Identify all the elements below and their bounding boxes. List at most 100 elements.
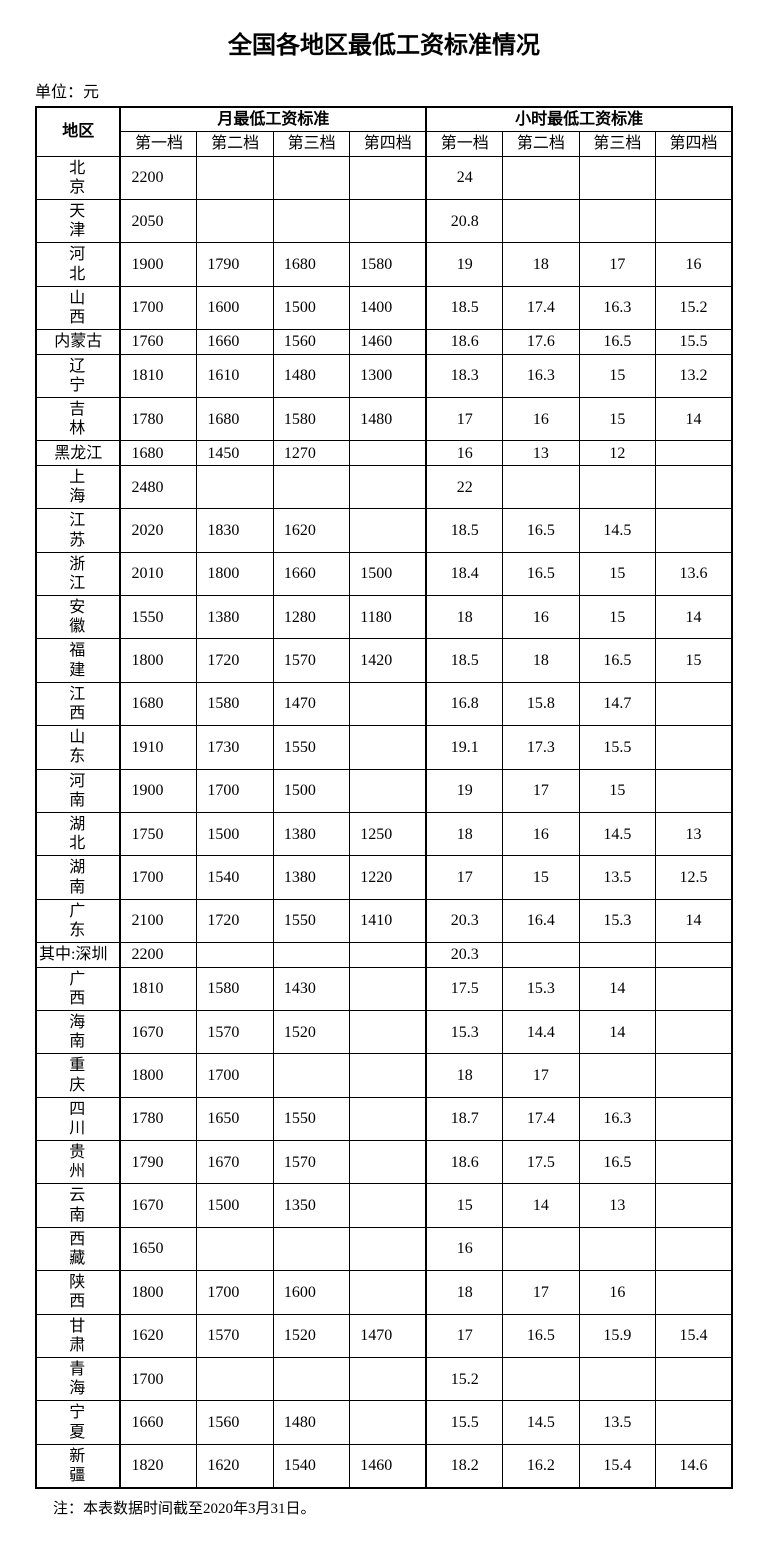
monthly-cell: 1470: [350, 1314, 426, 1357]
hourly-cell: 14.5: [579, 509, 655, 552]
monthly-cell: 1790: [120, 1141, 196, 1184]
hourly-cell: 15.3: [503, 967, 579, 1010]
hourly-cell: 18.7: [426, 1097, 502, 1140]
monthly-cell: 1580: [350, 243, 426, 286]
hourly-cell: 17: [426, 856, 502, 899]
monthly-cell: [197, 156, 273, 199]
hourly-cell: [656, 1054, 732, 1097]
hourly-cell: 18.4: [426, 552, 502, 595]
hourly-cell: 17: [426, 398, 502, 441]
monthly-cell: 1400: [350, 286, 426, 329]
hourly-cell: [503, 156, 579, 199]
monthly-cell: [350, 1184, 426, 1227]
monthly-cell: 1300: [350, 354, 426, 397]
hourly-cell: 15: [579, 354, 655, 397]
table-row: 广西18101580143017.515.314: [36, 967, 732, 1010]
hourly-cell: [656, 509, 732, 552]
region-cell: 河南: [36, 769, 120, 812]
monthly-cell: 1570: [197, 1314, 273, 1357]
monthly-cell: 1790: [197, 243, 273, 286]
table-row: 新疆182016201540146018.216.215.414.6: [36, 1444, 732, 1488]
table-row: 河北190017901680158019181716: [36, 243, 732, 286]
monthly-cell: 1380: [273, 856, 349, 899]
region-cell: 黑龙江: [36, 441, 120, 466]
table-row: 福建180017201570142018.51816.515: [36, 639, 732, 682]
monthly-cell: 1560: [197, 1401, 273, 1444]
hourly-cell: [656, 1401, 732, 1444]
hourly-cell: [579, 1357, 655, 1400]
monthly-cell: 1580: [273, 398, 349, 441]
hourly-cell: [656, 465, 732, 508]
hourly-cell: 18: [426, 596, 502, 639]
hourly-cell: [656, 1184, 732, 1227]
monthly-cell: [350, 682, 426, 725]
table-row: 江西16801580147016.815.814.7: [36, 682, 732, 725]
monthly-cell: 1500: [197, 812, 273, 855]
hourly-cell: [656, 1097, 732, 1140]
header-h-tier1: 第一档: [426, 132, 502, 157]
hourly-cell: [656, 769, 732, 812]
monthly-cell: [197, 200, 273, 243]
hourly-cell: 12.5: [656, 856, 732, 899]
monthly-cell: 2200: [120, 943, 196, 968]
hourly-cell: [579, 943, 655, 968]
table-row: 重庆180017001817: [36, 1054, 732, 1097]
table-row: 云南167015001350151413: [36, 1184, 732, 1227]
monthly-cell: 1580: [197, 967, 273, 1010]
monthly-cell: 1410: [350, 899, 426, 942]
hourly-cell: 15.5: [579, 726, 655, 769]
hourly-cell: 14: [656, 899, 732, 942]
monthly-cell: [197, 465, 273, 508]
monthly-cell: 2480: [120, 465, 196, 508]
table-row: 贵州17901670157018.617.516.5: [36, 1141, 732, 1184]
header-monthly: 月最低工资标准: [120, 107, 426, 132]
hourly-cell: 16.2: [503, 1444, 579, 1488]
monthly-cell: 1540: [273, 1444, 349, 1488]
monthly-cell: [350, 1054, 426, 1097]
region-cell: 吉林: [36, 398, 120, 441]
hourly-cell: [656, 441, 732, 466]
table-row: 青海170015.2: [36, 1357, 732, 1400]
hourly-cell: [503, 1227, 579, 1270]
region-cell: 山西: [36, 286, 120, 329]
hourly-cell: 17: [503, 1054, 579, 1097]
region-cell: 贵州: [36, 1141, 120, 1184]
hourly-cell: 15.5: [656, 330, 732, 355]
monthly-cell: 1650: [120, 1227, 196, 1270]
hourly-cell: 16.5: [579, 1141, 655, 1184]
table-row: 吉林178016801580148017161514: [36, 398, 732, 441]
monthly-cell: 1760: [120, 330, 196, 355]
monthly-cell: 2010: [120, 552, 196, 595]
region-cell: 广西: [36, 967, 120, 1010]
region-cell: 天津: [36, 200, 120, 243]
hourly-cell: 12: [579, 441, 655, 466]
monthly-cell: 1500: [273, 286, 349, 329]
monthly-cell: [273, 943, 349, 968]
hourly-cell: 18.6: [426, 1141, 502, 1184]
region-cell: 江西: [36, 682, 120, 725]
hourly-cell: 20.3: [426, 943, 502, 968]
table-row: 山东19101730155019.117.315.5: [36, 726, 732, 769]
monthly-cell: 1540: [197, 856, 273, 899]
monthly-cell: [350, 769, 426, 812]
hourly-cell: [579, 1227, 655, 1270]
monthly-cell: 1250: [350, 812, 426, 855]
region-cell: 北京: [36, 156, 120, 199]
hourly-cell: 16: [426, 1227, 502, 1270]
monthly-cell: [350, 1357, 426, 1400]
header-region: 地区: [36, 107, 120, 156]
monthly-cell: 1420: [350, 639, 426, 682]
monthly-cell: 1900: [120, 243, 196, 286]
hourly-cell: 17: [503, 769, 579, 812]
hourly-cell: 15: [579, 398, 655, 441]
hourly-cell: 15.5: [426, 1401, 502, 1444]
hourly-cell: [656, 200, 732, 243]
region-cell: 安徽: [36, 596, 120, 639]
monthly-cell: 1750: [120, 812, 196, 855]
table-row: 广东210017201550141020.316.415.314: [36, 899, 732, 942]
hourly-cell: [503, 200, 579, 243]
hourly-cell: 14: [656, 596, 732, 639]
table-row: 宁夏16601560148015.514.513.5: [36, 1401, 732, 1444]
hourly-cell: 20.3: [426, 899, 502, 942]
hourly-cell: 15.4: [579, 1444, 655, 1488]
